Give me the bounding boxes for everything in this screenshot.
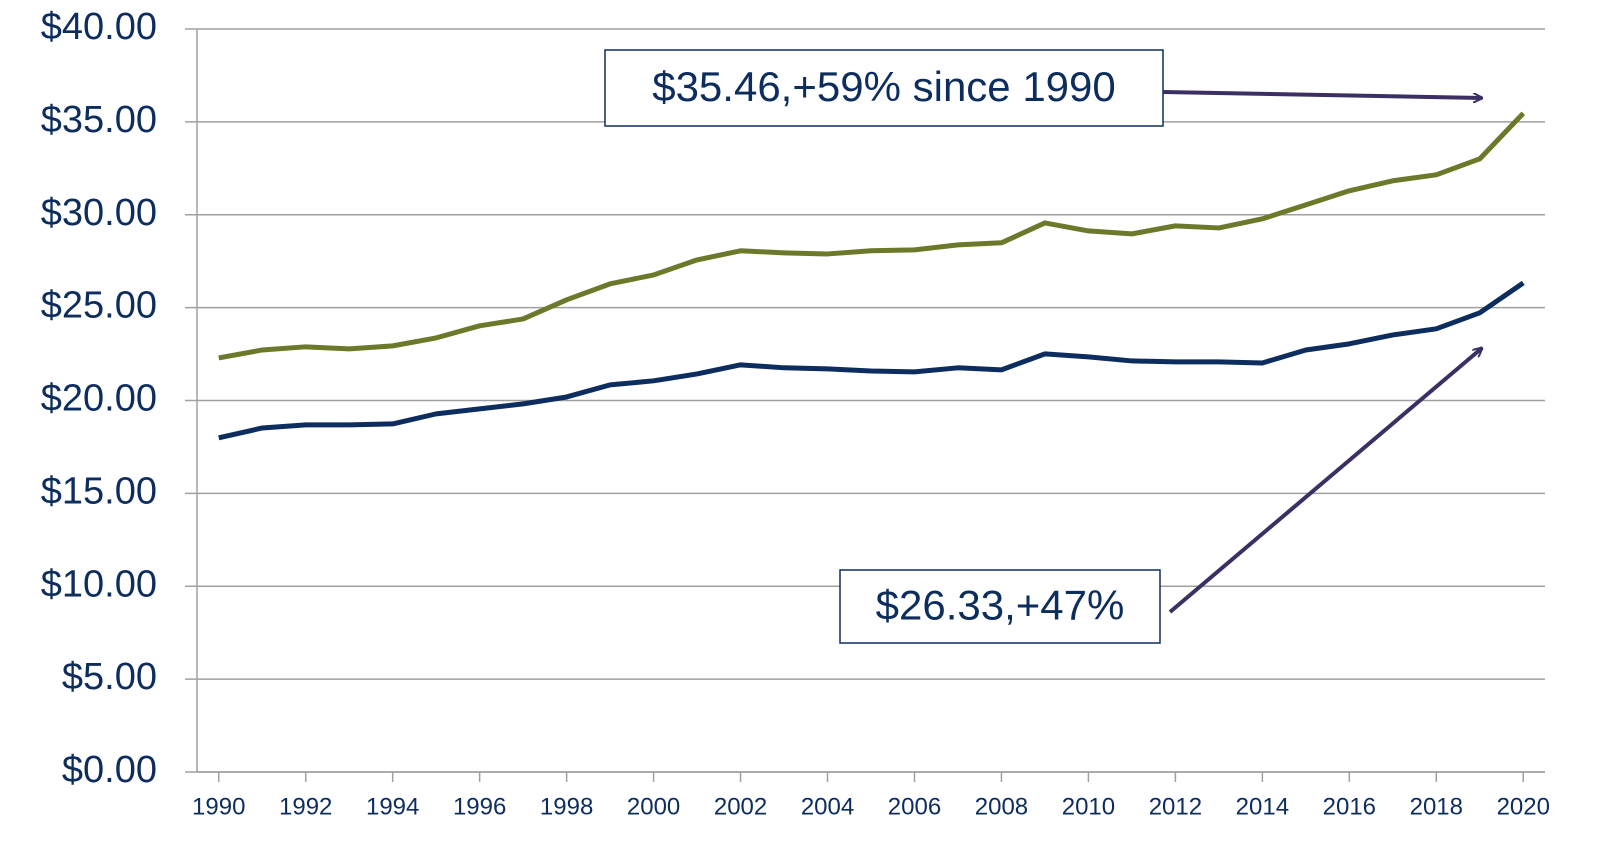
x-tick-label: 1990 (192, 793, 245, 820)
x-tick-label: 2000 (627, 793, 680, 820)
x-tick-label: 2016 (1323, 793, 1376, 820)
annotation-text: $26.33,+47% (876, 582, 1125, 629)
x-tick-label: 2018 (1410, 793, 1463, 820)
x-tick-label: 1994 (366, 793, 419, 820)
y-tick-label: $35.00 (41, 99, 157, 141)
x-tick-label: 1996 (453, 793, 506, 820)
annotation-arrow (1168, 348, 1482, 614)
x-tick-label: 2006 (888, 793, 941, 820)
x-tick-label: 1998 (540, 793, 593, 820)
x-tick-label: 2008 (975, 793, 1028, 820)
annotation-box (604, 49, 1164, 127)
y-tick-label: $40.00 (41, 6, 157, 48)
y-tick-label: $0.00 (62, 749, 157, 791)
line-series (218, 111, 1526, 361)
annotation-arrow (1162, 90, 1482, 98)
x-tick-label: 2010 (1062, 793, 1115, 820)
line-series (218, 280, 1525, 441)
y-tick-label: $15.00 (41, 470, 157, 512)
y-tick-label: $20.00 (41, 378, 157, 420)
y-tick-label: $25.00 (41, 285, 157, 327)
x-tick-label: 2004 (801, 793, 854, 820)
annotation-box (839, 569, 1161, 644)
y-tick-label: $30.00 (41, 192, 157, 234)
x-tick-label: 1992 (279, 793, 332, 820)
y-tick-label: $5.00 (62, 656, 157, 698)
y-tick-label: $10.00 (41, 563, 157, 605)
x-tick-label: 2002 (714, 793, 767, 820)
x-tick-label: 2014 (1236, 793, 1289, 820)
annotation-text: $35.46,+59% since 1990 (652, 63, 1116, 110)
x-tick-label: 2012 (1149, 793, 1202, 820)
x-tick-label: 2020 (1497, 793, 1550, 820)
